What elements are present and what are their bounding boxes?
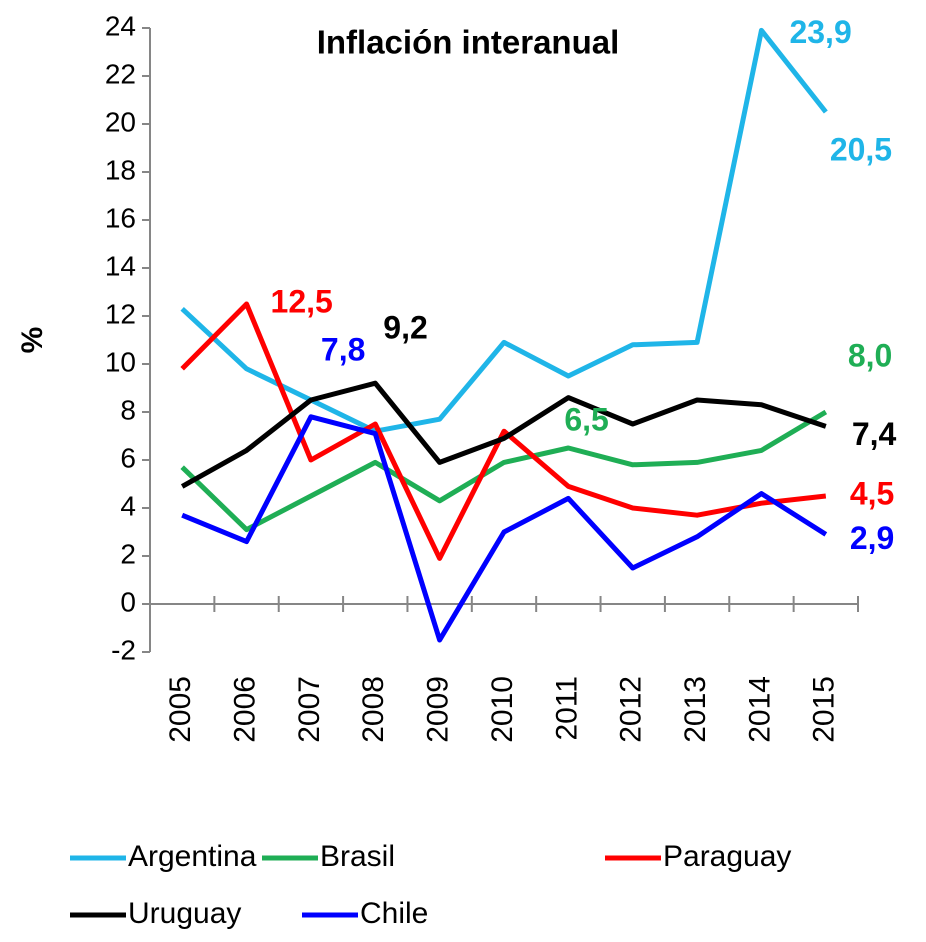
y-tick-label: 22 [105,58,136,89]
data-label: 20,5 [830,131,892,167]
data-label: 8,0 [848,337,892,373]
x-tick-label: 2010 [486,676,519,743]
x-tick-label: 2013 [679,676,712,743]
series-line [180,27,828,434]
x-tick-label: 2011 [550,676,583,741]
data-label: 6,5 [564,401,608,437]
legend-label: Paraguay [663,840,791,873]
x-tick-label: 2015 [808,676,841,743]
x-tick-label: 2014 [743,676,776,743]
x-tick-label: 2007 [293,676,326,743]
y-tick-label: 16 [105,202,136,233]
y-tick-label: 4 [120,490,136,521]
y-tick-label: 8 [120,394,136,425]
y-axis-label: % [16,327,49,354]
y-tick-label: 14 [105,250,136,281]
legend-label: Uruguay [128,897,241,930]
y-tick-label: 2 [120,538,136,569]
x-tick-label: 2012 [615,676,648,743]
y-tick-label: 20 [105,106,136,137]
x-tick-label: 2005 [164,676,197,743]
y-tick-label: 12 [105,298,136,329]
y-tick-label: 24 [105,10,136,41]
data-label: 2,9 [850,520,894,556]
series-line [180,409,828,533]
data-label: 7,4 [852,416,897,452]
data-label: 12,5 [271,283,333,319]
y-tick-label: 0 [120,586,136,617]
series-line [181,414,828,643]
data-label: 9,2 [383,310,427,346]
series-line [180,380,827,489]
data-label: 4,5 [850,475,894,511]
y-tick-label: 10 [105,346,136,377]
data-label: 23,9 [789,14,851,50]
legend-label: Chile [360,897,428,930]
x-tick-label: 2008 [357,676,390,743]
series-line [180,301,827,561]
legend-label: Brasil [320,840,395,873]
y-tick-label: 18 [105,154,136,185]
y-tick-label: -2 [111,634,136,665]
chart-title: Inflación interanual [317,24,620,61]
y-tick-label: 6 [120,442,136,473]
x-tick-label: 2006 [228,676,261,743]
legend-label: Argentina [128,840,257,873]
x-tick-label: 2009 [422,676,455,743]
data-label: 7,8 [321,331,365,367]
